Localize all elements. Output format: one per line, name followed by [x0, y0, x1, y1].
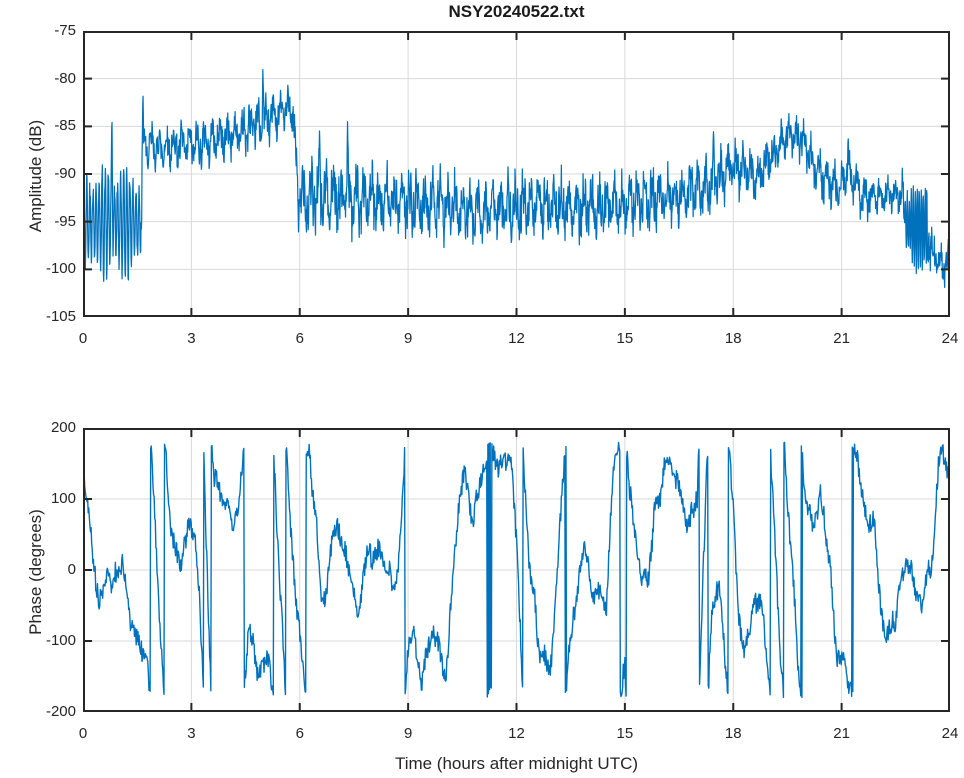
x-tick-label: 12	[508, 725, 525, 742]
x-tick-label: 21	[833, 330, 850, 347]
x-tick-label: 15	[616, 330, 634, 347]
figure-title: NSY20240522.txt	[448, 2, 585, 21]
x-tick-label: 0	[78, 725, 88, 742]
y-tick-label: -95	[54, 212, 76, 230]
x-tick-label: 3	[187, 330, 196, 347]
x-tick-label: 21	[833, 725, 850, 742]
y-tick-label: 200	[50, 419, 76, 436]
phase-plot-canvas	[83, 428, 950, 712]
x-tick-label: 18	[724, 725, 742, 742]
x-tick-label: 24	[941, 330, 959, 347]
x-tick-label: 15	[616, 725, 634, 742]
y-tick-label: -75	[54, 22, 76, 39]
x-tick-label: 24	[941, 725, 959, 742]
y-tick-label: -80	[54, 69, 76, 87]
x-tick-label: 6	[295, 330, 304, 347]
x-tick-label: 3	[187, 725, 196, 742]
x-tick-label: 9	[403, 330, 413, 347]
x-tick-label: 9	[403, 725, 413, 742]
amplitude-plot-canvas	[83, 31, 950, 317]
y-tick-label: -200	[45, 703, 76, 720]
y-tick-label: -85	[54, 117, 76, 135]
y-tick-label: -90	[54, 165, 76, 182]
x-tick-label: 12	[508, 330, 525, 347]
y-tick-label: 0	[67, 561, 76, 578]
x-tick-label: 0	[78, 330, 88, 347]
x-tick-label: 6	[295, 725, 304, 742]
y-tick-label: 100	[50, 490, 76, 507]
y-tick-label: -100	[45, 632, 76, 649]
y-tick-label: -105	[45, 308, 76, 325]
y-tick-label: -100	[45, 260, 76, 278]
x-axis-label: Time (hours after midnight UTC)	[394, 754, 639, 773]
x-tick-label: 18	[724, 330, 742, 347]
